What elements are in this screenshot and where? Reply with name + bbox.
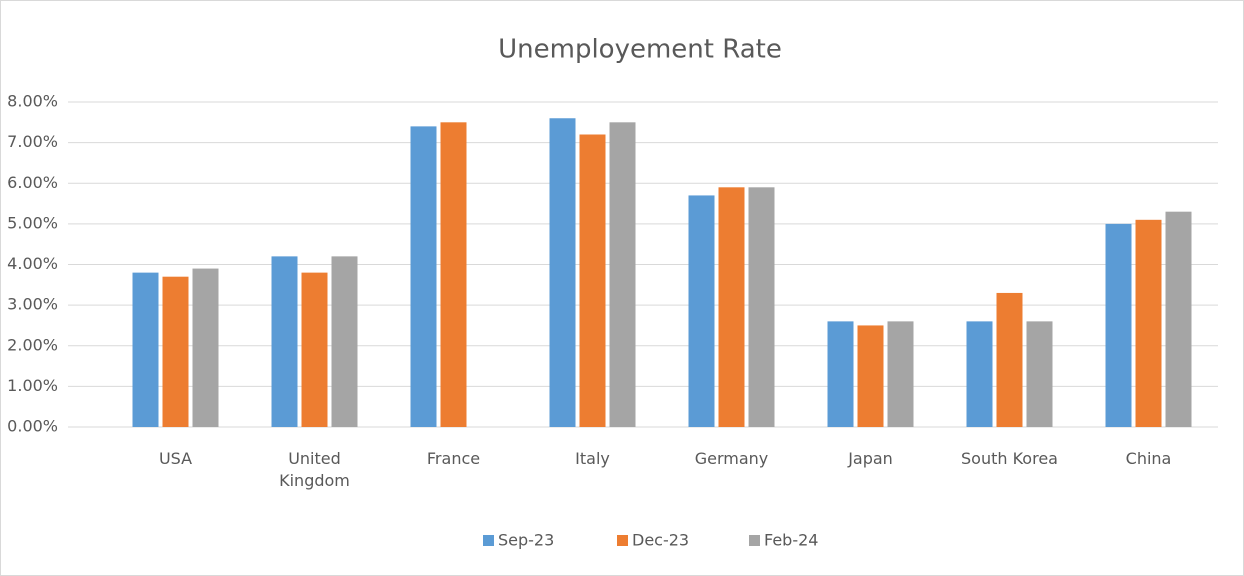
bar bbox=[887, 321, 914, 427]
bar bbox=[132, 272, 159, 427]
x-tick-label: Japan bbox=[848, 449, 893, 468]
bar bbox=[162, 276, 189, 427]
x-tick-label: USA bbox=[158, 449, 193, 468]
y-tick-label: 6.00% bbox=[7, 173, 58, 192]
y-tick-label: 7.00% bbox=[7, 132, 58, 151]
y-tick-label: 0.00% bbox=[7, 417, 58, 436]
bar bbox=[192, 268, 219, 427]
bar bbox=[331, 256, 358, 427]
x-tick-label: Italy bbox=[575, 449, 610, 468]
bar bbox=[410, 126, 437, 427]
y-tick-label: 8.00% bbox=[7, 92, 58, 111]
legend-swatch bbox=[483, 535, 494, 546]
y-tick-label: 1.00% bbox=[7, 376, 58, 395]
y-tick-label: 2.00% bbox=[7, 335, 58, 354]
bar bbox=[996, 292, 1023, 427]
x-tick-label: France bbox=[426, 449, 481, 468]
bar bbox=[748, 187, 775, 427]
bar bbox=[579, 134, 606, 427]
legend-label: Sep-23 bbox=[498, 531, 554, 550]
bar bbox=[609, 122, 636, 427]
x-tick-label: China bbox=[1125, 449, 1172, 468]
bar bbox=[718, 187, 745, 427]
bar bbox=[857, 325, 884, 427]
bar bbox=[1105, 223, 1132, 427]
chart-title: Unemployement Rate bbox=[498, 35, 782, 65]
bar bbox=[301, 272, 328, 427]
bar bbox=[1026, 321, 1053, 427]
bar bbox=[549, 118, 576, 427]
legend-label: Feb-24 bbox=[764, 531, 818, 550]
x-tick-label: South Korea bbox=[961, 449, 1058, 468]
y-tick-label: 5.00% bbox=[7, 213, 58, 232]
bar bbox=[440, 122, 467, 427]
x-tick-label: Germany bbox=[694, 449, 769, 468]
x-tick-label: United Kingdom bbox=[279, 449, 350, 490]
y-tick-label: 3.00% bbox=[7, 295, 58, 314]
bar bbox=[966, 321, 993, 427]
legend-label: Dec-23 bbox=[632, 531, 689, 550]
y-tick-label: 4.00% bbox=[7, 254, 58, 273]
bar bbox=[827, 321, 854, 427]
bar bbox=[688, 195, 715, 427]
legend-swatch bbox=[617, 535, 628, 546]
legend-swatch bbox=[749, 535, 760, 546]
bar bbox=[1165, 211, 1192, 427]
bar bbox=[271, 256, 298, 427]
bar bbox=[1135, 219, 1162, 427]
